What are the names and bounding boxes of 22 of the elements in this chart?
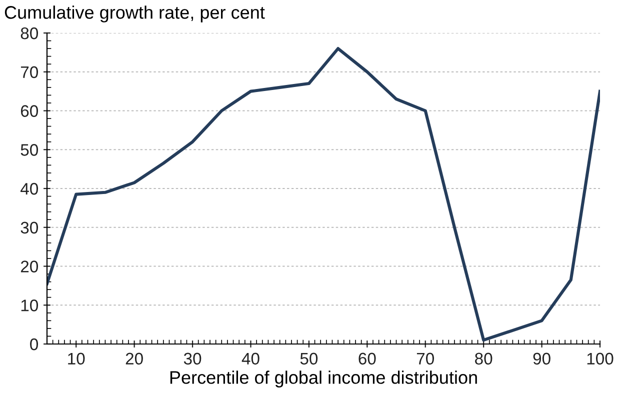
y-tick-label: 60 <box>20 105 38 117</box>
x-tick-label: 90 <box>533 352 550 365</box>
line-series <box>47 47 600 342</box>
x-tick-label: 80 <box>475 352 492 365</box>
y-tick-label: 30 <box>20 222 38 234</box>
y-tick-label: 80 <box>20 27 38 40</box>
y-tick-label: 10 <box>21 300 38 312</box>
y-tick-label: 20 <box>20 260 38 272</box>
x-tick-label: 20 <box>126 352 143 365</box>
y-tick-label: 50 <box>20 144 38 156</box>
x-tick-label: 30 <box>184 352 202 365</box>
x-tick-label: 50 <box>300 352 318 365</box>
y-tick-label: 70 <box>20 66 38 78</box>
x-tick-label: 60 <box>358 352 376 365</box>
x-tick-label: 10 <box>68 352 85 365</box>
y-tick-label: 0 <box>30 338 38 350</box>
x-tick-label: 100 <box>587 352 614 365</box>
x-tick-label: 40 <box>242 352 260 365</box>
y-axis-title: Cumulative growth rate, per cent <box>4 6 265 22</box>
y-tick-label: 40 <box>20 182 38 195</box>
x-axis-title: Percentile of global income distribution <box>170 370 477 388</box>
x-tick-label: 70 <box>416 352 434 365</box>
